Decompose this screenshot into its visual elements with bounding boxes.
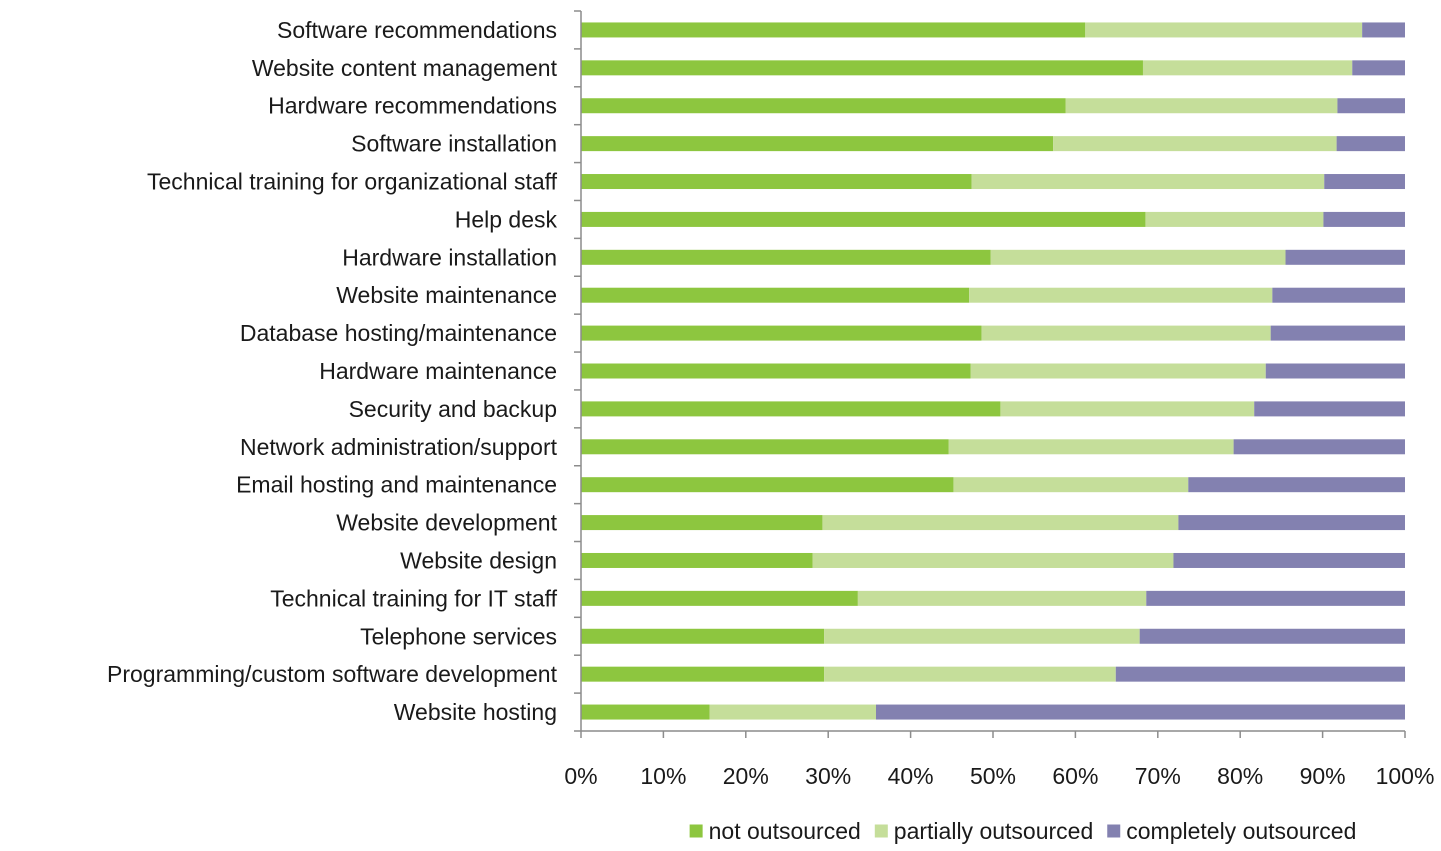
category-label: Website content management (252, 55, 558, 81)
bar-segment-3-row-12 (1233, 439, 1405, 455)
bar-segment-3-row-3 (1337, 98, 1405, 114)
bar-segment-3-row-7 (1285, 249, 1405, 265)
category-label: Security and backup (349, 396, 557, 422)
bar-segment-3-row-17 (1139, 628, 1405, 644)
axes-layer (574, 10, 1406, 738)
category-label: Telephone services (360, 623, 557, 649)
bar-segment-2-row-5 (971, 174, 1325, 190)
bar-segment-2-row-15 (812, 552, 1174, 568)
bar-segment-1-row-9 (581, 325, 982, 341)
bar-segment-2-row-6 (1145, 211, 1324, 227)
bars-layer (581, 22, 1405, 720)
bar-segment-1-row-13 (581, 477, 954, 493)
bar-segment-2-row-10 (970, 363, 1266, 379)
bar-segment-1-row-16 (581, 590, 858, 606)
bar-segment-1-row-7 (581, 249, 991, 265)
category-label: Website development (336, 510, 557, 536)
bar-segment-1-row-19 (581, 704, 710, 720)
bar-segment-1-row-5 (581, 174, 972, 190)
bar-segment-2-row-11 (1000, 401, 1255, 417)
category-label: Network administration/support (240, 434, 558, 460)
bar-segment-1-row-10 (581, 363, 971, 379)
x-tick-label: 100% (1376, 763, 1435, 789)
x-tick-label: 70% (1135, 763, 1181, 789)
bar-segment-3-row-14 (1178, 515, 1405, 531)
bar-segment-1-row-8 (581, 287, 970, 303)
bar-segment-2-row-1 (1085, 22, 1363, 38)
labels-layer: Software recommendations Website content … (107, 17, 1434, 789)
bar-segment-2-row-4 (1053, 136, 1337, 152)
bar-segment-1-row-6 (581, 211, 1146, 227)
bar-segment-3-row-16 (1146, 590, 1405, 606)
bar-segment-2-row-2 (1142, 60, 1353, 76)
category-label: Email hosting and maintenance (236, 472, 557, 498)
x-tick-label: 30% (805, 763, 851, 789)
bar-segment-2-row-17 (824, 628, 1140, 644)
x-tick-label: 0% (564, 763, 597, 789)
category-label: Software recommendations (277, 17, 557, 43)
legend-label: not outsourced (709, 818, 861, 844)
x-tick-label: 90% (1300, 763, 1346, 789)
legend-label: partially outsourced (894, 818, 1093, 844)
bar-segment-2-row-13 (953, 477, 1189, 493)
category-label: Programming/custom software development (107, 661, 558, 687)
bar-segment-2-row-16 (857, 590, 1147, 606)
legend-swatch-2 (874, 824, 888, 838)
bar-segment-3-row-5 (1324, 174, 1405, 190)
bar-segment-1-row-3 (581, 98, 1066, 114)
bar-segment-2-row-9 (981, 325, 1271, 341)
bar-segment-2-row-19 (709, 704, 876, 720)
bar-segment-3-row-10 (1265, 363, 1405, 379)
bar-segment-3-row-2 (1352, 60, 1405, 76)
category-label: Hardware maintenance (319, 358, 557, 384)
bar-segment-2-row-14 (822, 515, 1179, 531)
bar-segment-1-row-14 (581, 515, 823, 531)
legend-swatch-1 (689, 824, 703, 838)
bar-segment-1-row-1 (581, 22, 1086, 38)
bar-segment-1-row-12 (581, 439, 949, 455)
bar-segment-2-row-18 (824, 666, 1116, 682)
bar-segment-3-row-9 (1270, 325, 1405, 341)
category-label: Technical training for organizational st… (147, 169, 558, 195)
bar-segment-3-row-19 (875, 704, 1405, 720)
bar-segment-3-row-4 (1336, 136, 1405, 152)
category-label: Software installation (351, 131, 557, 157)
legend-swatch-3 (1107, 824, 1121, 838)
x-tick-label: 80% (1217, 763, 1263, 789)
bar-segment-1-row-4 (581, 136, 1054, 152)
bar-segment-3-row-15 (1173, 552, 1405, 568)
category-label: Website design (400, 547, 557, 573)
category-label: Website hosting (394, 699, 557, 725)
x-tick-label: 20% (723, 763, 769, 789)
x-tick-label: 50% (970, 763, 1016, 789)
bar-segment-3-row-11 (1254, 401, 1405, 417)
x-tick-label: 40% (888, 763, 934, 789)
category-label: Website maintenance (336, 282, 557, 308)
x-tick-label: 10% (640, 763, 686, 789)
bar-segment-3-row-6 (1323, 211, 1405, 227)
bar-segment-1-row-17 (581, 628, 825, 644)
category-label: Hardware installation (342, 244, 557, 270)
bar-segment-1-row-15 (581, 552, 813, 568)
category-label: Technical training for IT staff (270, 585, 557, 611)
bar-segment-2-row-8 (969, 287, 1273, 303)
category-label: Database hosting/maintenance (240, 320, 557, 346)
bar-segment-3-row-13 (1188, 477, 1405, 493)
category-label: Help desk (455, 206, 558, 232)
bar-segment-1-row-18 (581, 666, 825, 682)
bar-segment-1-row-11 (581, 401, 1001, 417)
x-tick-label: 60% (1052, 763, 1098, 789)
legend-label: completely outsourced (1126, 818, 1356, 844)
bar-segment-3-row-8 (1272, 287, 1405, 303)
bar-segment-1-row-2 (581, 60, 1143, 76)
bar-segment-2-row-12 (948, 439, 1234, 455)
bar-segment-2-row-3 (1065, 98, 1338, 114)
bar-segment-3-row-18 (1115, 666, 1405, 682)
category-label: Hardware recommendations (268, 93, 557, 119)
legend: not outsourced partially outsourced comple… (689, 818, 1356, 844)
bar-segment-3-row-1 (1362, 22, 1405, 38)
bar-segment-2-row-7 (990, 249, 1286, 265)
